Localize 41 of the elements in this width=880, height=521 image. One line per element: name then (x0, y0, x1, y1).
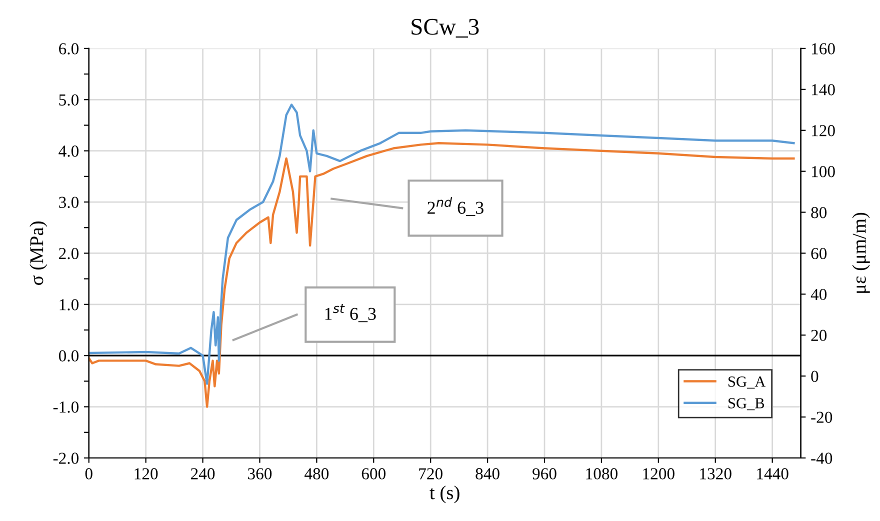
y-tick-label: -2.0 (53, 452, 79, 464)
x-tick-label: 1320 (700, 468, 732, 480)
x-axis-title: t (s) (430, 486, 460, 504)
legend-label: SG_A (728, 376, 766, 389)
y2-tick-label: 160 (812, 43, 835, 54)
y-tick-label: 3.0 (59, 196, 79, 208)
x-tick-label: 1440 (757, 468, 788, 480)
x-tick-label: 600 (362, 468, 386, 480)
chart-title: SCw_3 (412, 18, 479, 38)
y-tick-label: 0.0 (58, 350, 79, 362)
x-tick-label: 720 (419, 468, 442, 480)
y2-tick-label: 0 (811, 370, 818, 382)
y2-axis-title: με (μm/m) (852, 212, 870, 293)
annotation: 1$^{st}$ 6_3 (325, 304, 376, 322)
y-axis-title: σ (MPa) (30, 222, 48, 285)
y-tick-label: 6.0 (59, 43, 79, 54)
x-tick-label: 0 (85, 468, 92, 480)
y2-tick-label: 140 (812, 84, 835, 96)
x-tick-label: 1080 (586, 468, 618, 480)
x-tick-label: 1200 (643, 468, 674, 480)
y2-tick-label: 100 (812, 166, 835, 178)
y2-tick-label: -20 (811, 412, 832, 423)
x-tick-label: 480 (304, 468, 329, 480)
y-tick-label: 1.0 (60, 299, 79, 310)
x-tick-label: 120 (134, 468, 158, 480)
x-tick-label: 840 (476, 468, 500, 480)
y-tick-label: -1.0 (53, 401, 79, 413)
annotation: 2$^{nd}$ 6_3 (428, 197, 484, 216)
y2-tick-label: 20 (811, 330, 827, 342)
x-tick-label: 360 (248, 468, 272, 480)
y-tick-label: 2.0 (59, 248, 79, 260)
y-tick-label: 4.0 (58, 146, 79, 157)
y2-tick-label: 80 (811, 206, 827, 218)
y2-tick-label: -40 (811, 452, 832, 464)
y2-tick-label: 120 (812, 125, 835, 136)
x-tick-label: 960 (532, 468, 556, 480)
y2-tick-label: 60 (811, 248, 827, 260)
legend-label: SG_B (728, 398, 764, 410)
y2-tick-label: 40 (810, 288, 827, 300)
x-tick-label: 240 (191, 468, 215, 480)
y-tick-label: 5.0 (59, 94, 79, 106)
